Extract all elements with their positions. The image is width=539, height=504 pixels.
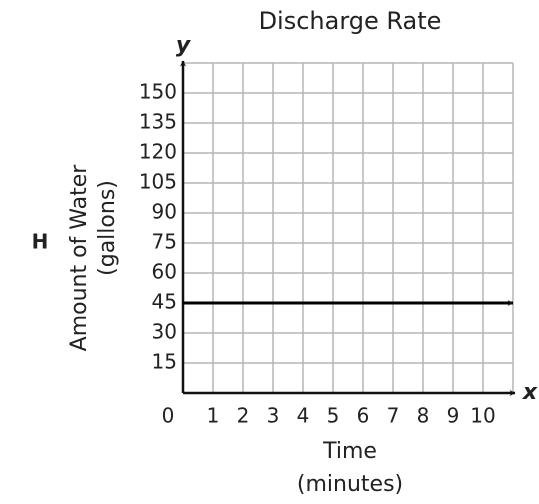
x-tick-label: 7: [387, 404, 400, 428]
y-tick-label: 120: [139, 140, 177, 164]
y-axis-letter: y: [176, 33, 192, 58]
x-axis-label: Time: [322, 439, 377, 464]
y-tick-label: 45: [152, 290, 177, 314]
y-tick-label: 150: [139, 80, 177, 104]
y-tick-label: 75: [152, 230, 177, 254]
y-tick-label: 105: [139, 170, 177, 194]
y-tick-label: 60: [152, 260, 177, 284]
x-tick-label: 3: [267, 404, 280, 428]
x-axis-letter: x: [522, 380, 538, 405]
y-axis-label: Amount of Water: [67, 164, 92, 352]
x-tick-label: 5: [327, 404, 340, 428]
y-tick-label: 30: [152, 320, 177, 344]
x-tick-label: 10: [470, 404, 495, 428]
x-tick-label: 4: [297, 404, 310, 428]
x-axis-label: (minutes): [297, 472, 403, 497]
chart-title: Discharge Rate: [259, 7, 442, 35]
x-tick-label: 0: [162, 404, 175, 428]
y-tick-label: 135: [139, 110, 177, 134]
y-axis-label: (gallons): [95, 180, 120, 276]
x-tick-label: 2: [237, 404, 250, 428]
y-tick-label: 15: [152, 350, 177, 374]
x-tick-label: 6: [357, 404, 370, 428]
option-label: H: [32, 230, 49, 254]
y-tick-label: 90: [152, 200, 177, 224]
x-tick-label: 9: [447, 404, 460, 428]
x-tick-label: 8: [417, 404, 430, 428]
x-tick-label: 1: [207, 404, 220, 428]
